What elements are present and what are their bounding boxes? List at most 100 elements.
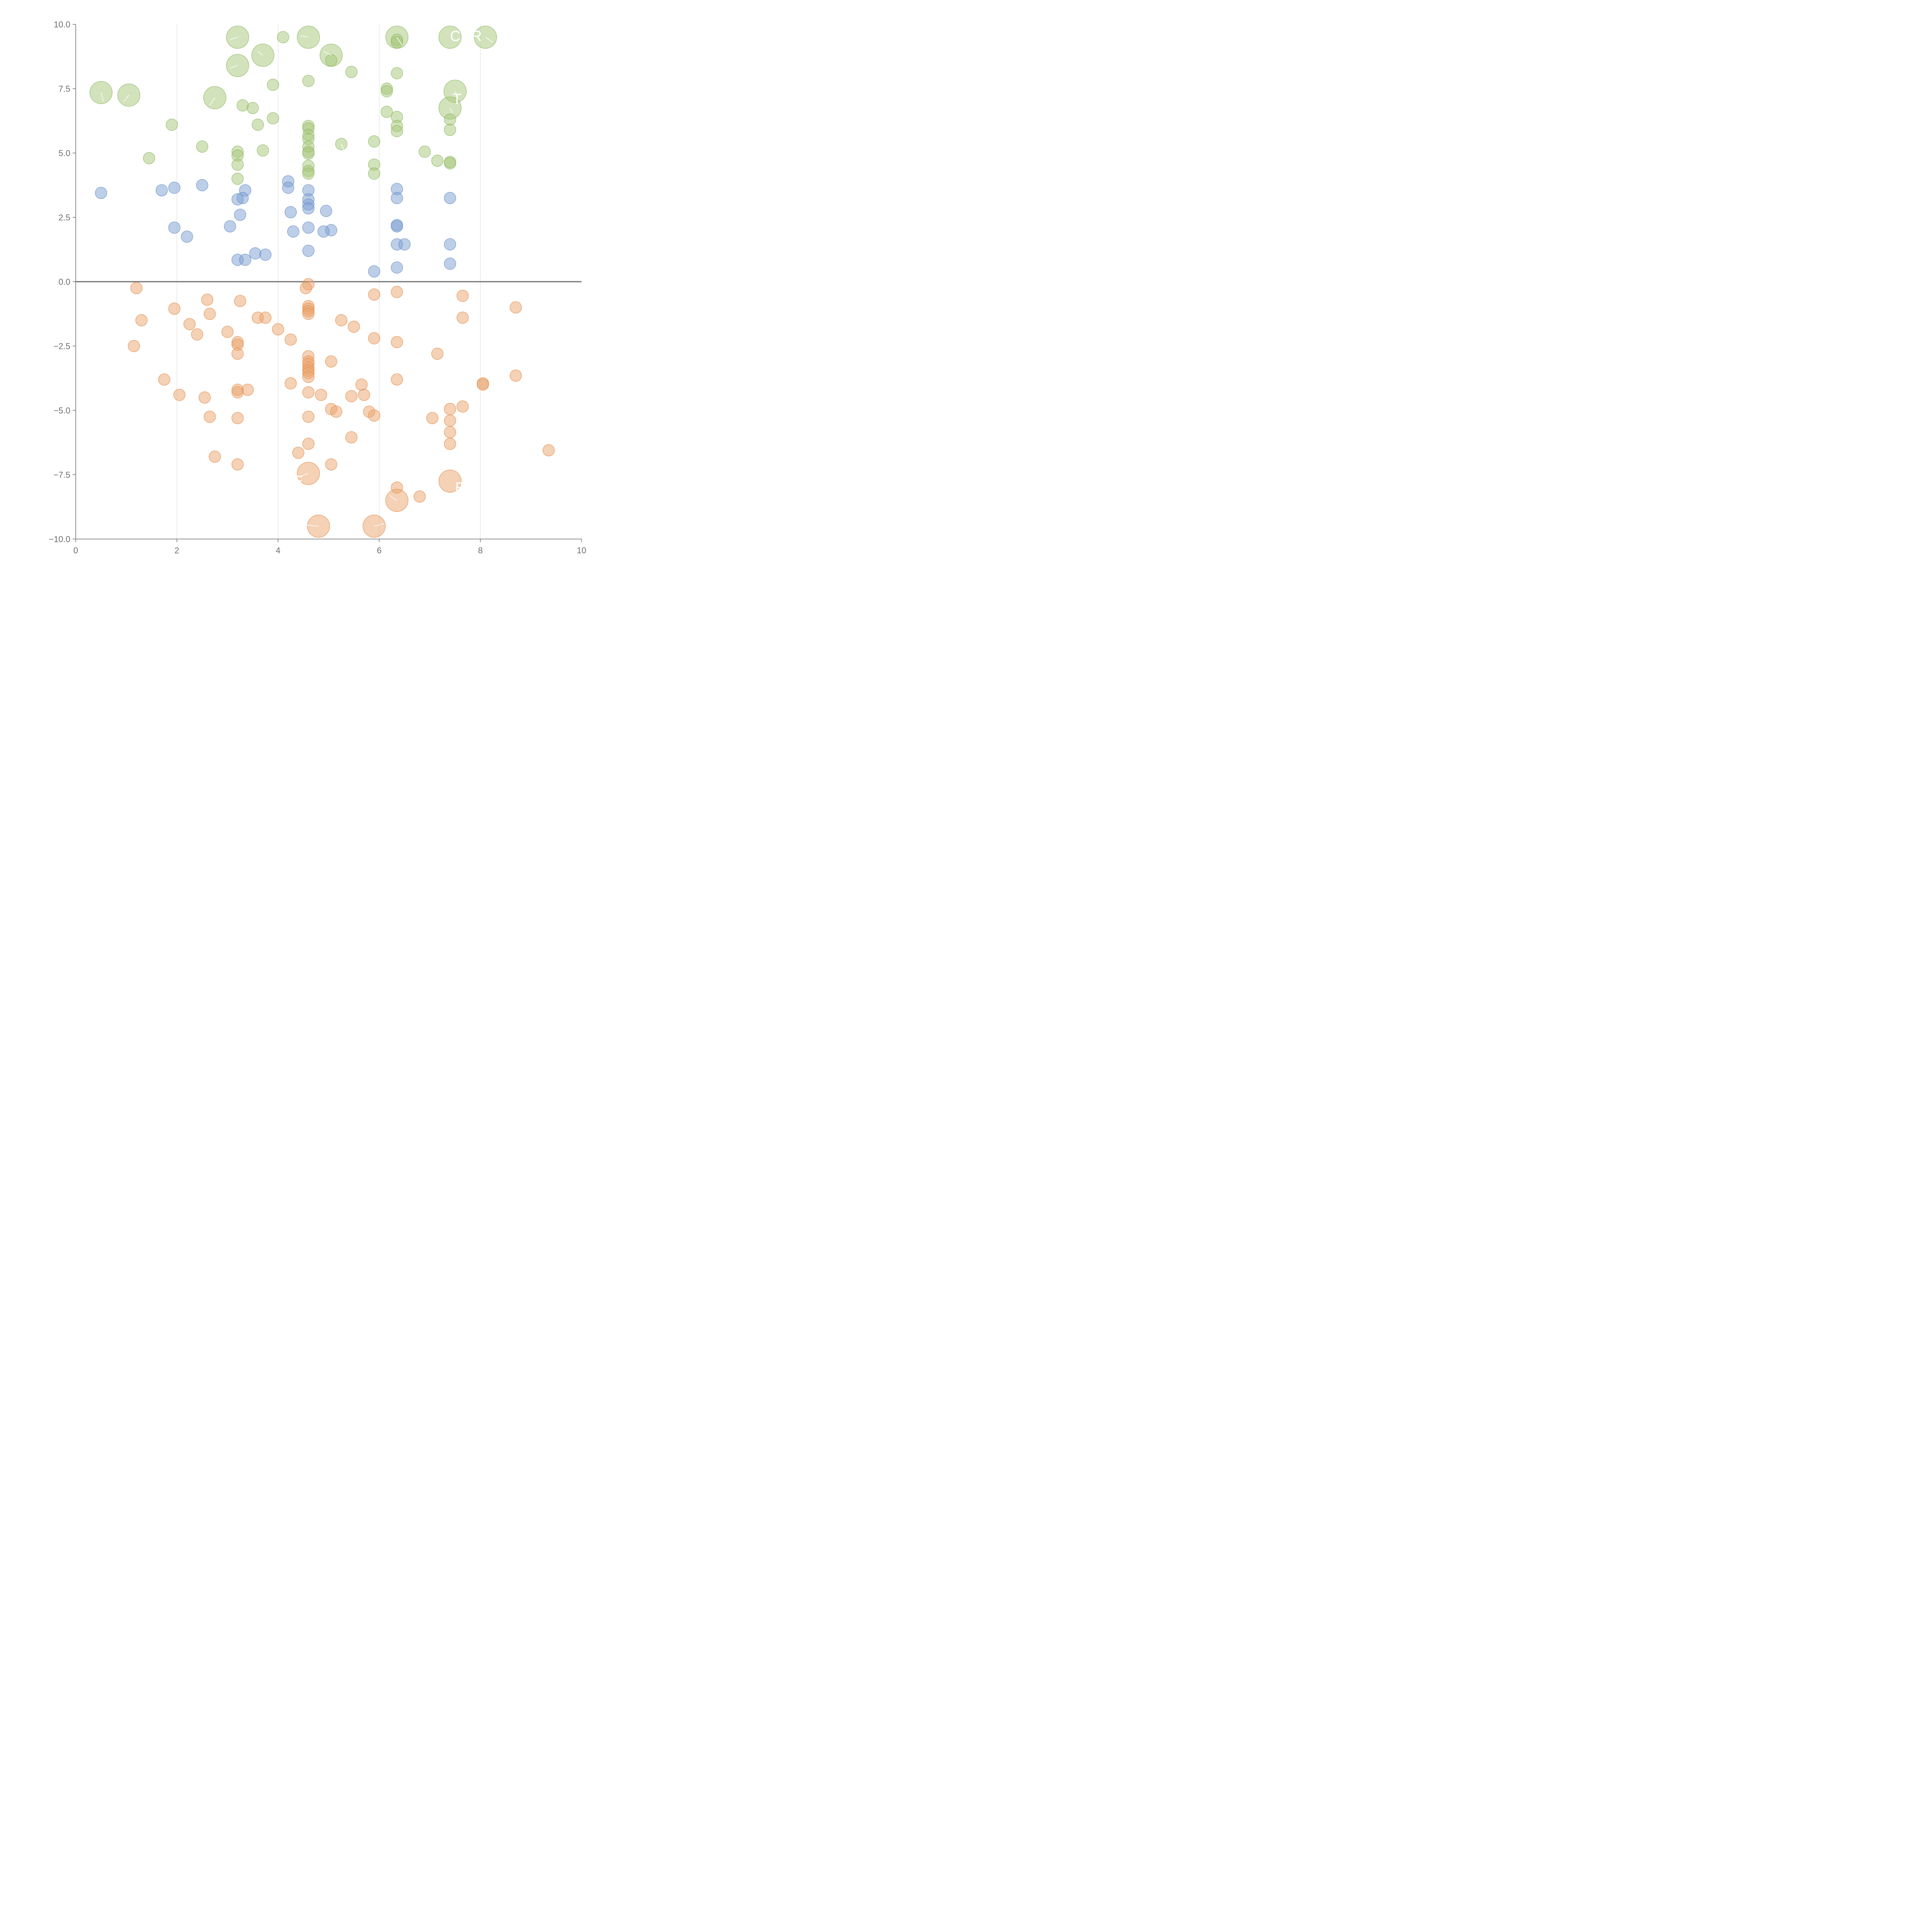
orange-bubble (391, 373, 403, 386)
orange-bubble (413, 490, 426, 503)
blue-bubble (224, 220, 236, 233)
orange-bubble (456, 400, 469, 413)
y-tick-label: −5.0 (54, 406, 70, 415)
orange-bubble (456, 311, 469, 324)
orange-bubble (302, 308, 315, 320)
blue-bubble (398, 238, 411, 251)
orange-bubble (345, 390, 358, 403)
leader-line (485, 37, 493, 43)
orange-bubble (259, 311, 272, 324)
green-bubble (302, 147, 315, 160)
orange-bubble (231, 386, 244, 399)
blue-bubble (391, 261, 403, 274)
leader-line (209, 97, 215, 106)
green-bubble (391, 36, 403, 49)
leader-line (123, 95, 129, 102)
orange-bubble (456, 289, 469, 302)
blue-bubble (391, 220, 403, 233)
blue-bubble (168, 182, 181, 194)
orange-bubble (201, 293, 214, 306)
green-bubble (231, 172, 244, 185)
orange-bubble (391, 336, 403, 349)
blue-bubble (284, 206, 297, 218)
orange-bubble (426, 412, 439, 424)
orange-bubble (543, 444, 555, 456)
orange-bubble (242, 383, 254, 396)
y-tick-label: 10.0 (54, 20, 70, 29)
blue-bubble (302, 245, 315, 257)
tick-labels: 0 2 4 6 8 10 −10.0 −7.5 −5.0 −2.5 0.0 2.5 5.0 7.5 10.0 (49, 20, 586, 555)
green-bubble (165, 118, 178, 131)
orange-bubble (368, 409, 381, 422)
green-bubble (444, 157, 456, 170)
leader-line (230, 37, 238, 40)
orange-bubble (444, 437, 456, 450)
orange-bubble (345, 431, 358, 444)
bubble-label: CHR (450, 28, 482, 44)
blue-bubble (317, 225, 330, 238)
blue-bubble (234, 209, 247, 221)
green-bubble (391, 67, 403, 80)
leader-line (341, 144, 344, 151)
green-bubble (444, 113, 456, 126)
green-bubble (247, 102, 259, 114)
leader-line (455, 91, 458, 98)
leader-line (389, 495, 397, 501)
orange-bubble (302, 386, 315, 399)
orange-bubble (272, 323, 284, 335)
blue-bubble (320, 205, 332, 217)
orange-bubble (130, 282, 143, 294)
blue-bubble (181, 230, 193, 243)
green-bubble (302, 167, 315, 180)
leader-line (396, 37, 402, 45)
green-bubble (381, 105, 393, 118)
leader-line (257, 51, 263, 56)
blue-bubble (259, 248, 272, 261)
leader-line (449, 108, 453, 114)
orange-bubble (431, 347, 444, 360)
green-bubble (431, 155, 444, 167)
blue-bubble (155, 184, 168, 197)
blue-bubble (444, 192, 456, 204)
orange-bubble (302, 437, 315, 450)
orange-bubble (348, 320, 360, 333)
green-bubble (231, 158, 244, 171)
orange-bubble (391, 286, 403, 298)
leader-line (323, 51, 332, 56)
green-bubble (89, 81, 113, 104)
green-bubble (143, 152, 155, 165)
y-tick-label: −10.0 (49, 534, 70, 544)
orange-bubble (510, 369, 522, 382)
orange-bubble (135, 314, 148, 327)
blue-bubble (444, 238, 456, 251)
green-bubble (381, 85, 393, 97)
orange-bubble (444, 414, 456, 427)
green-bubble (267, 112, 279, 124)
orange-bubble (355, 378, 368, 391)
blue-bubble (282, 182, 294, 194)
blue-bubble (249, 247, 262, 260)
orange-bubble (330, 405, 342, 418)
orange-bubble (183, 318, 196, 330)
orange-bubble (168, 303, 181, 315)
x-tick-label: 0 (73, 546, 78, 555)
orange-bubble (284, 377, 297, 389)
y-tick-label: −2.5 (54, 342, 70, 351)
y-tick-label: 0.0 (58, 277, 70, 287)
x-tick-label: 10 (577, 546, 586, 555)
blue-bubble (444, 257, 456, 270)
orange-bubble (204, 308, 216, 320)
blue-bubble (391, 192, 403, 204)
green-bubble (345, 66, 358, 78)
orange-bubble (221, 326, 234, 338)
orange-bubble (325, 355, 337, 368)
orange-bubble (231, 347, 244, 360)
x-tick-label: 4 (276, 546, 280, 555)
leader-line (301, 473, 309, 476)
leader-line (306, 524, 319, 527)
blue-bubble (302, 202, 315, 214)
orange-bubble (209, 451, 221, 463)
green-bubble (302, 75, 315, 87)
leader-line (100, 92, 104, 102)
orange-bubble (128, 340, 140, 352)
